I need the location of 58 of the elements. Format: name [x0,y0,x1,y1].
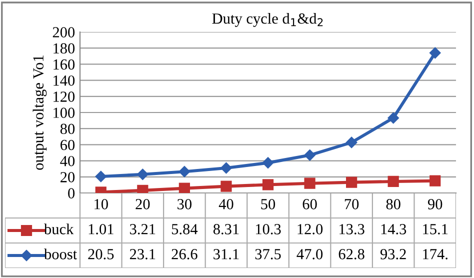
data-label: 174. [423,249,448,260]
y-tick-label: 40 [60,156,75,166]
point [262,179,274,190]
x-tick-label: 80 [386,199,400,210]
y-tick-label: 160 [54,59,75,70]
x-tick-label: 60 [302,199,317,210]
point [388,176,399,188]
point [346,136,358,148]
data-label: 47.0 [296,249,323,260]
legend-label: buck [44,224,74,234]
data-label: 93.2 [380,249,406,260]
y-tick-label: 100 [54,108,75,118]
x-tick-label: 70 [344,199,359,210]
data-label: 15.1 [423,224,448,234]
data-label: 10.3 [256,224,281,234]
point [430,175,441,186]
y-tick-label: 0 [68,188,75,198]
x-tick-label: 20 [136,199,150,210]
x-tick-label: 30 [178,199,192,210]
y-tick-label: 80 [60,124,75,134]
point [220,180,232,192]
data-label: 23.1 [130,249,156,260]
data-label: 12.0 [298,224,323,234]
point [304,178,316,189]
point [304,150,316,161]
x-tick-label: 50 [261,199,276,210]
x-tick-label: 90 [428,199,442,210]
data-label: 62.8 [338,249,364,260]
point [178,182,190,193]
legend-label: boost [44,248,78,260]
point [262,157,274,168]
y-tick-label: 20 [60,172,75,182]
point [388,112,399,124]
y-axis-title: output voltage Vo1 [32,56,47,170]
point [220,162,232,174]
point [95,170,106,182]
data-label: 5.84 [172,224,198,234]
point [430,47,441,59]
data-label: 3.21 [130,224,156,234]
x-tick-label: 10 [94,199,108,210]
x-tick-label: 40 [218,199,234,210]
y-tick-label: 60 [60,140,75,150]
y-tick-label: 180 [54,43,75,54]
data-label: 20.5 [88,249,114,260]
data-label: 14.3 [381,224,406,234]
point [137,168,148,180]
chart-title: Duty cycle d$_{1}$&d$_{2}$ [212,12,323,27]
y-tick-label: 140 [54,75,75,86]
data-label: 8.31 [213,224,239,234]
point [178,166,190,178]
y-tick-label: 200 [52,27,75,38]
y-tick-label: 120 [54,92,75,102]
data-label: 1.01 [88,224,114,234]
point [346,176,358,188]
data-label: 37.5 [255,249,281,260]
data-label: 13.3 [340,224,364,234]
data-label: 31.1 [214,249,239,260]
data-label: 26.6 [172,249,198,260]
